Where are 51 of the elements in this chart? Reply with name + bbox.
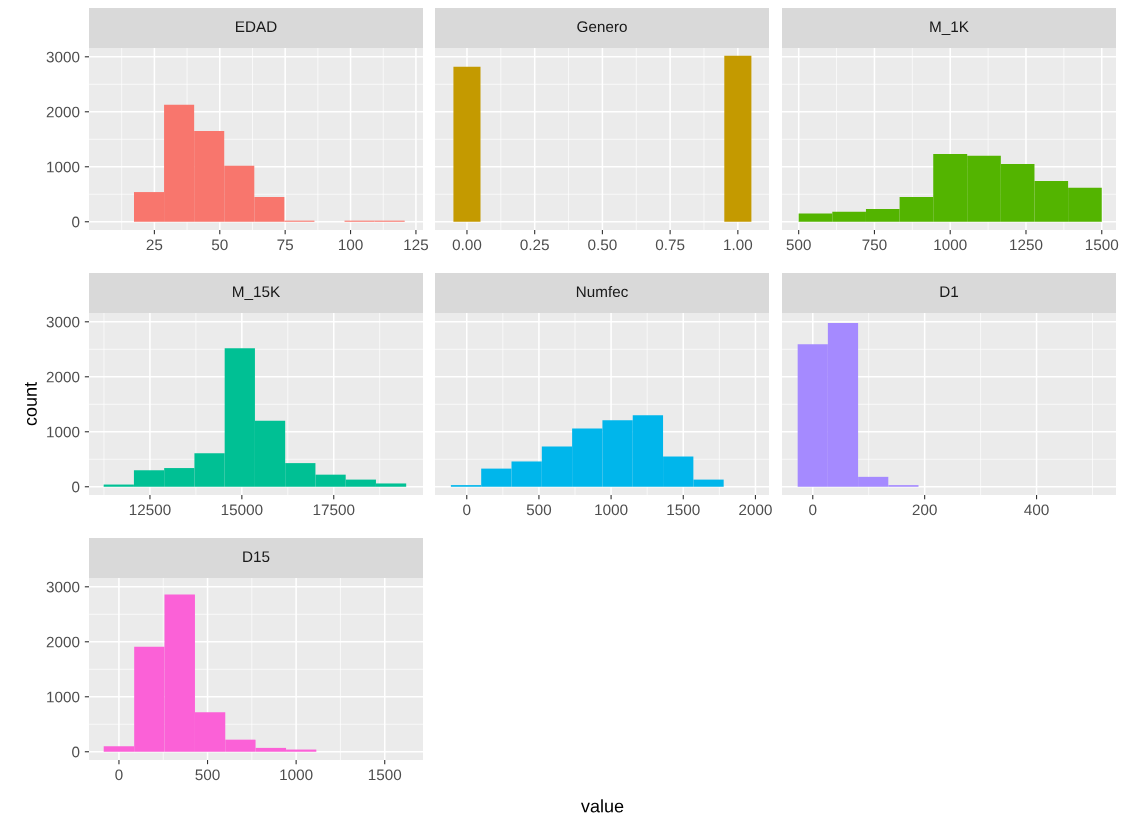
x-tick-label: 0 bbox=[463, 504, 471, 516]
chart-title: M_1K bbox=[930, 21, 969, 35]
x-tick-label: 1500 bbox=[368, 769, 402, 781]
chart-title: D1 bbox=[940, 286, 959, 297]
x-tick-label: 1000 bbox=[280, 769, 313, 781]
x-tick-label: 200 bbox=[912, 504, 937, 516]
y-tick-label: 3000 bbox=[46, 51, 80, 63]
x-tick-label: 1250 bbox=[1010, 239, 1043, 251]
chart-title: M_15K bbox=[233, 286, 281, 300]
x-tick-label: 0 bbox=[809, 504, 817, 516]
y-tick-label: 2000 bbox=[46, 106, 80, 118]
y-tick-label: 0 bbox=[72, 481, 80, 493]
x-tick-label: 0.00 bbox=[452, 239, 482, 251]
chart-title: Numfec bbox=[576, 285, 628, 298]
x-tick-label: 0.75 bbox=[655, 239, 685, 251]
x-tick-label: 500 bbox=[526, 504, 552, 516]
chart-title: D15 bbox=[243, 551, 270, 563]
x-tick-label: 0.50 bbox=[588, 239, 617, 251]
x-tick-label: 1.00 bbox=[724, 239, 753, 251]
chart-title: Genero bbox=[577, 21, 627, 33]
x-tick-label: 25 bbox=[146, 239, 163, 251]
y-tick-label: 3000 bbox=[46, 316, 80, 328]
x-tick-label: 100 bbox=[338, 239, 363, 251]
chart-title: EDAD bbox=[236, 21, 277, 32]
x-tick-label: 125 bbox=[404, 239, 429, 251]
x-tick-label: 400 bbox=[1024, 504, 1049, 516]
y-tick-label: 2000 bbox=[46, 636, 80, 648]
x-axis-title: value bbox=[580, 799, 624, 813]
x-tick-label: 1500 bbox=[667, 504, 700, 516]
x-tick-label: 75 bbox=[277, 239, 294, 251]
y-tick-label: 1000 bbox=[47, 426, 80, 438]
y-axis-title: count bbox=[25, 382, 37, 426]
x-tick-label: 0 bbox=[115, 769, 123, 781]
x-tick-label: 15000 bbox=[221, 504, 263, 516]
y-tick-label: 0 bbox=[72, 746, 80, 758]
y-tick-label: 2000 bbox=[46, 371, 80, 383]
y-tick-label: 1000 bbox=[47, 161, 80, 173]
x-tick-label: 500 bbox=[786, 239, 811, 251]
x-tick-label: 750 bbox=[862, 239, 887, 251]
x-tick-label: 1000 bbox=[934, 239, 967, 251]
x-tick-label: 50 bbox=[211, 239, 228, 251]
x-tick-label: 2000 bbox=[739, 504, 772, 516]
y-tick-label: 1000 bbox=[47, 691, 80, 703]
x-tick-label: 0.25 bbox=[520, 239, 549, 251]
x-tick-label: 12500 bbox=[129, 504, 171, 516]
x-tick-label: 1500 bbox=[1085, 239, 1119, 251]
x-tick-label: 1000 bbox=[595, 504, 628, 516]
x-tick-label: 17500 bbox=[313, 504, 355, 516]
x-tick-label: 500 bbox=[195, 769, 220, 781]
y-tick-label: 0 bbox=[72, 216, 80, 228]
y-tick-label: 3000 bbox=[46, 581, 80, 593]
